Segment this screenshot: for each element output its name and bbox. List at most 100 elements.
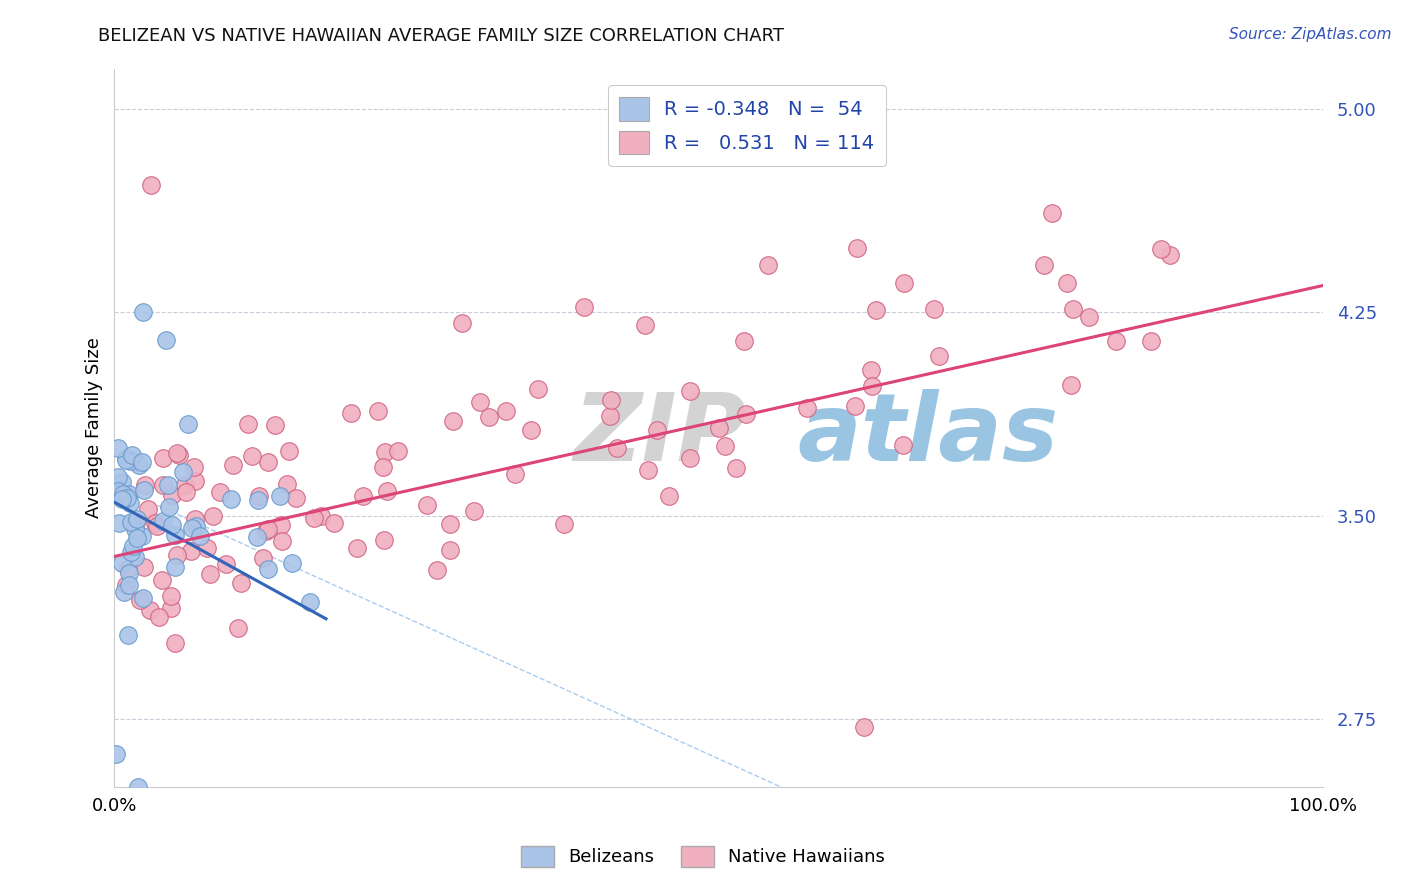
Point [209, 485, 232, 500]
Point [198, 567, 221, 582]
Point [256, 455, 278, 469]
Point [679, 450, 702, 465]
Point [860, 378, 883, 392]
Point [264, 417, 287, 432]
Point [893, 277, 915, 291]
Point [177, 417, 200, 432]
Point [184, 512, 207, 526]
Point [115, 450, 138, 465]
Point [254, 524, 277, 538]
Point [725, 461, 748, 475]
Point [163, 560, 186, 574]
Point [845, 241, 868, 255]
Point [373, 533, 395, 548]
Point [107, 483, 129, 498]
Point [115, 491, 138, 506]
Point [340, 406, 363, 420]
Point [1150, 242, 1173, 256]
Point [120, 496, 142, 510]
Point [120, 516, 142, 530]
Point [139, 178, 162, 192]
Point [125, 515, 148, 529]
Point [129, 593, 152, 607]
Point [713, 439, 735, 453]
Point [679, 384, 702, 399]
Point [159, 601, 181, 615]
Point [143, 516, 166, 531]
Point [167, 448, 190, 462]
Point [450, 316, 472, 330]
Point [634, 318, 657, 333]
Point [152, 451, 174, 466]
Point [928, 349, 950, 363]
Point [1062, 301, 1084, 316]
Point [111, 556, 134, 570]
Point [599, 392, 621, 407]
Point [195, 541, 218, 555]
Text: Source: ZipAtlas.com: Source: ZipAtlas.com [1229, 27, 1392, 42]
Point [160, 518, 183, 533]
Point [495, 404, 517, 418]
Point [136, 502, 159, 516]
Point [606, 441, 628, 455]
Point [120, 545, 142, 559]
Point [183, 460, 205, 475]
Point [252, 550, 274, 565]
Y-axis label: Average Family Size: Average Family Size [86, 337, 103, 518]
Point [125, 531, 148, 545]
Point [132, 483, 155, 498]
Point [637, 463, 659, 477]
Point [180, 544, 202, 558]
Point [190, 529, 212, 543]
Point [131, 305, 153, 319]
Point [527, 383, 550, 397]
Point [860, 363, 883, 377]
Point [298, 595, 321, 609]
Point [127, 780, 149, 794]
Point [1139, 334, 1161, 348]
Point [165, 528, 187, 542]
Point [150, 574, 173, 588]
Point [257, 522, 280, 536]
Point [118, 566, 141, 580]
Point [160, 589, 183, 603]
Point [152, 477, 174, 491]
Point [138, 603, 160, 617]
Point [891, 437, 914, 451]
Point [128, 458, 150, 472]
Text: ZIP: ZIP [574, 389, 747, 481]
Point [645, 423, 668, 437]
Point [121, 448, 143, 462]
Point [733, 334, 755, 348]
Point [172, 465, 194, 479]
Point [374, 444, 396, 458]
Point [117, 628, 139, 642]
Point [148, 610, 170, 624]
Point [478, 410, 501, 425]
Point [219, 491, 242, 506]
Point [441, 414, 464, 428]
Point [734, 407, 756, 421]
Point [707, 421, 730, 435]
Point [281, 557, 304, 571]
Point [519, 423, 541, 437]
Point [174, 477, 197, 491]
Point [146, 518, 169, 533]
Point [276, 476, 298, 491]
Point [166, 548, 188, 562]
Point [108, 516, 131, 530]
Point [174, 484, 197, 499]
Point [221, 458, 243, 472]
Point [118, 487, 141, 501]
Point [152, 514, 174, 528]
Point [162, 488, 184, 502]
Point [270, 518, 292, 533]
Point [1060, 377, 1083, 392]
Point [246, 493, 269, 508]
Point [922, 301, 945, 316]
Point [118, 453, 141, 467]
Point [115, 578, 138, 592]
Point [111, 491, 134, 506]
Point [124, 522, 146, 536]
Point [124, 550, 146, 565]
